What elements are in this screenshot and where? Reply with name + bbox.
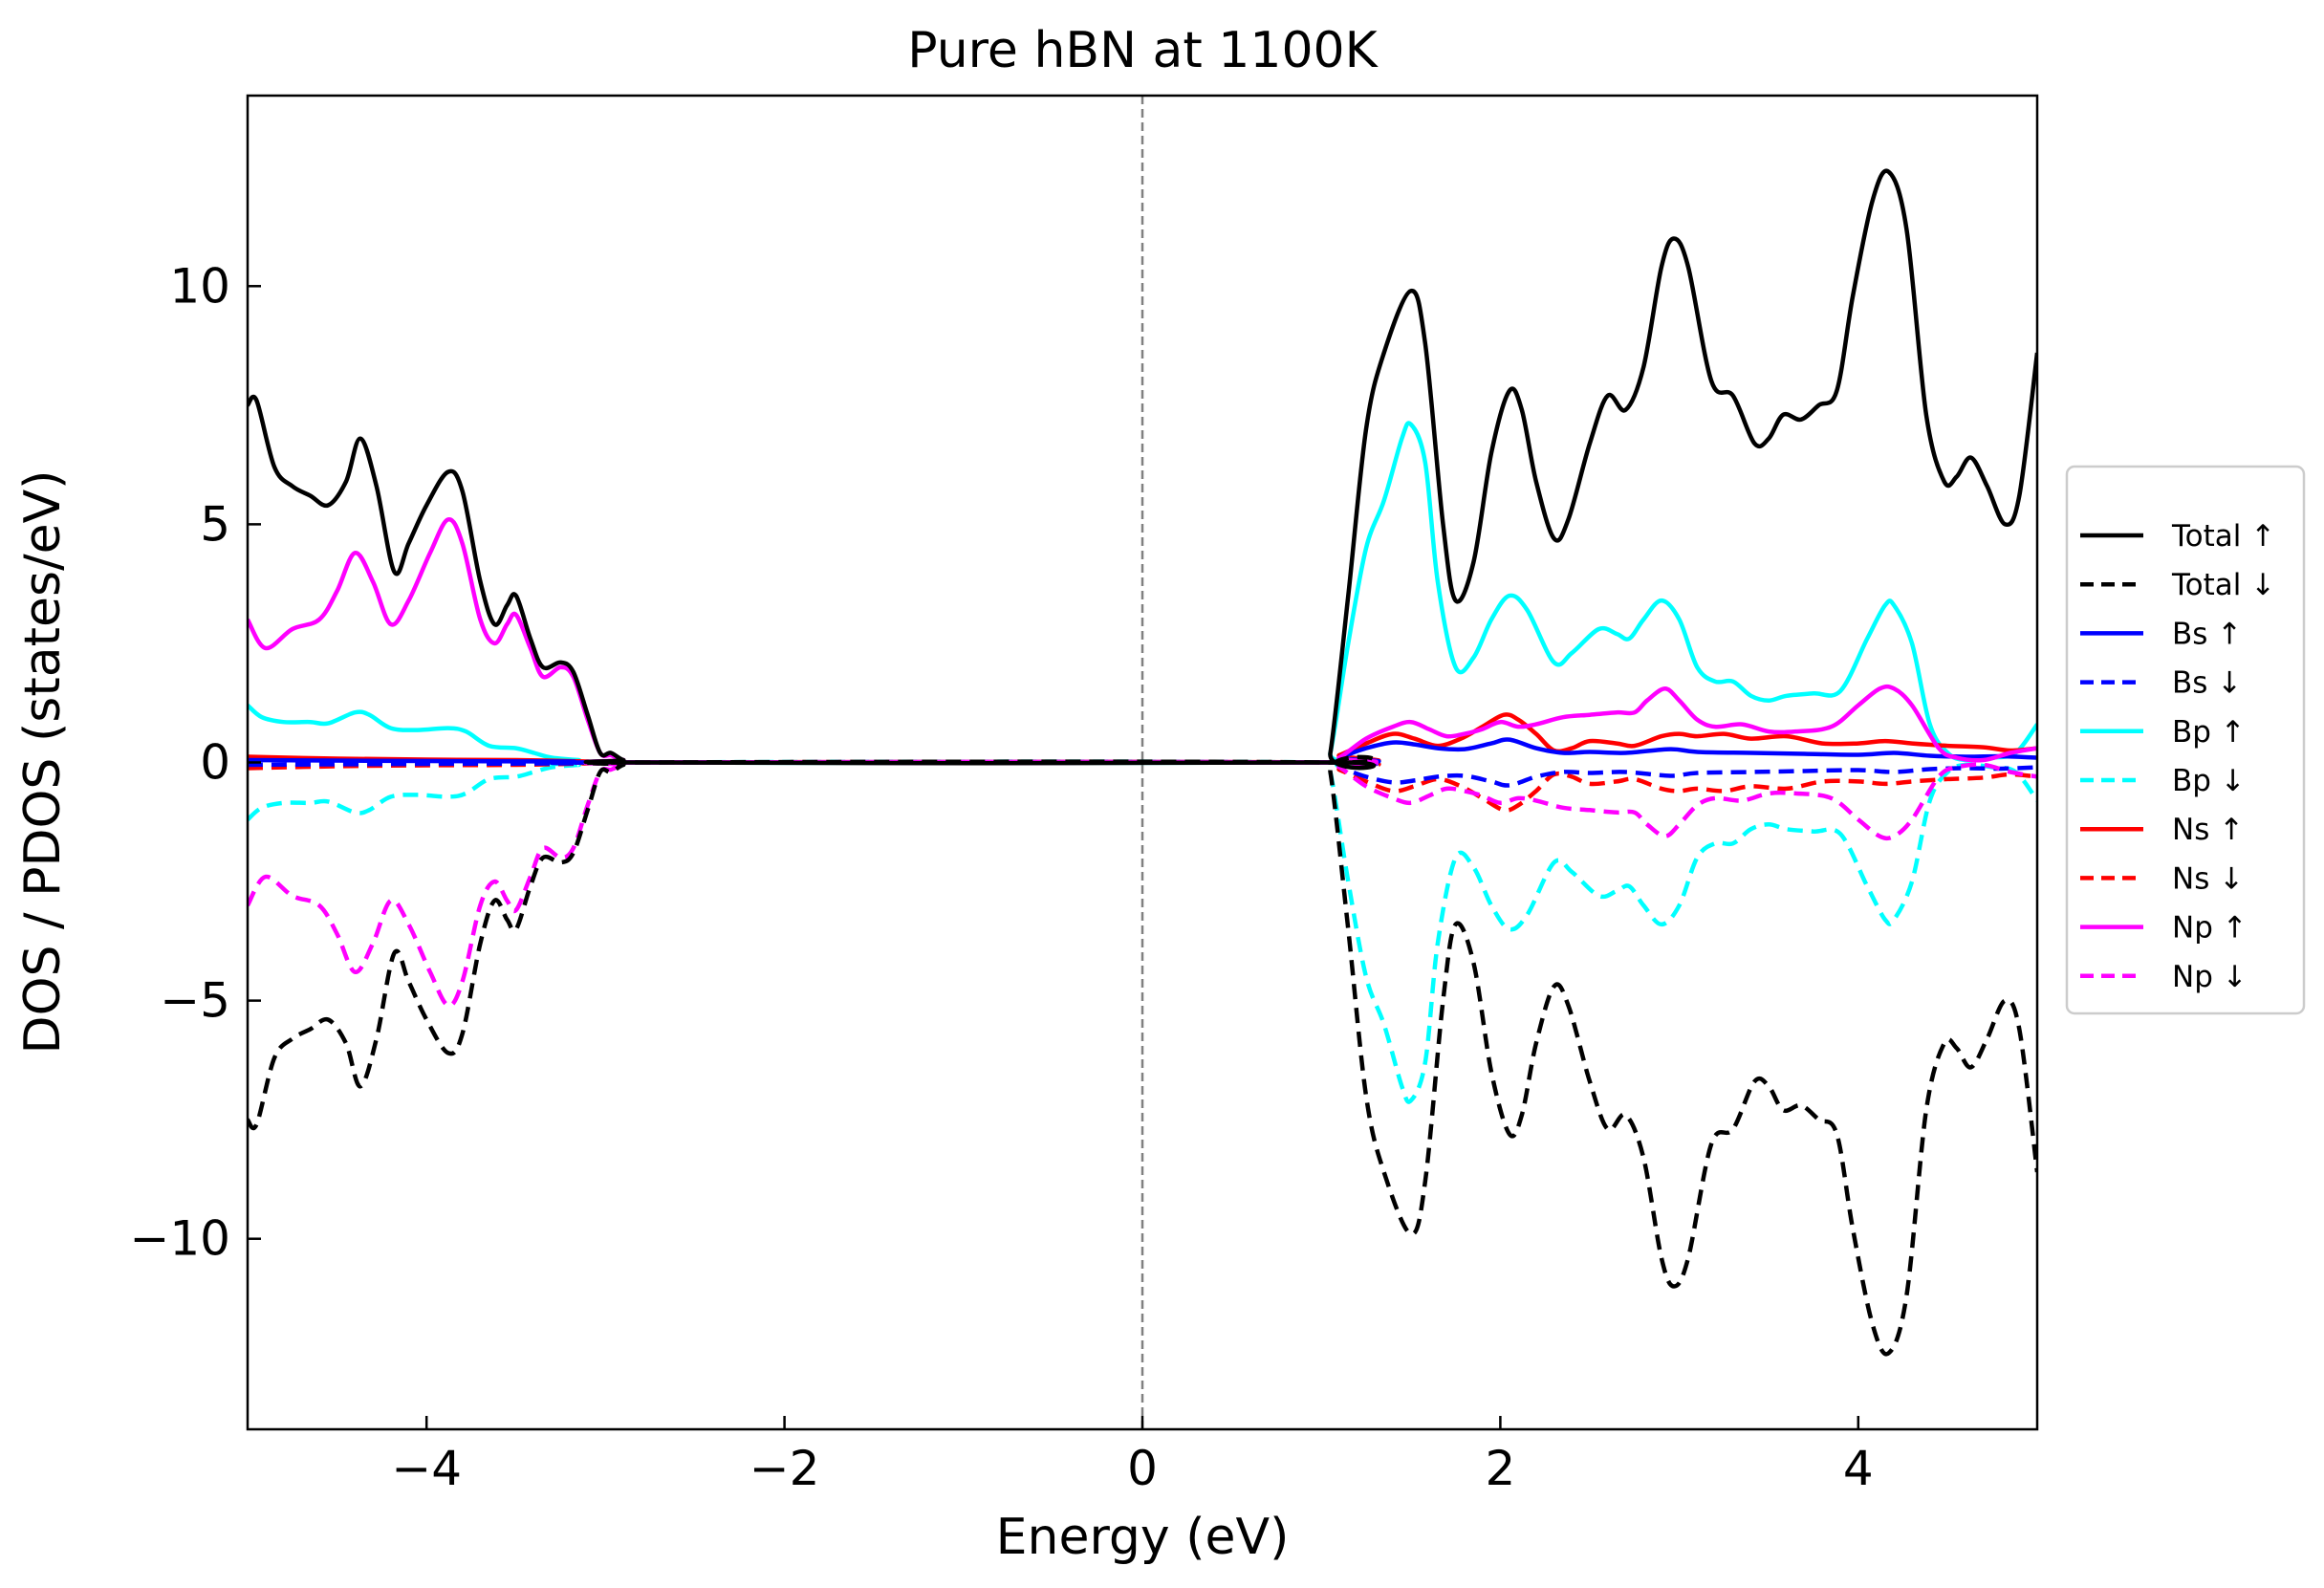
x-tick-label: −2 [749, 1441, 820, 1496]
legend-label-bs-down: Bs ↓ [2172, 666, 2242, 701]
chart-title: Pure hBN at 1100K [907, 22, 1379, 79]
y-axis-label: DOS / PDOS (states/eV) [14, 470, 72, 1055]
plot-frame [246, 94, 2039, 1431]
legend-label-np-up: Np ↑ [2172, 911, 2248, 946]
y-tick-label: −5 [160, 973, 230, 1029]
y-tick-label: −10 [129, 1211, 230, 1267]
x-axis-label: Energy (eV) [996, 1509, 1290, 1566]
legend-label-np-down: Np ↓ [2172, 960, 2248, 994]
legend-label-total-down: Total ↓ [2171, 568, 2275, 602]
legend-label-bp-up: Bp ↑ [2172, 715, 2246, 750]
series-layer [248, 168, 2037, 1357]
legend-label-bs-up: Bs ↑ [2172, 617, 2242, 651]
x-tick-label: −4 [391, 1441, 462, 1496]
x-tick-label: 0 [1127, 1441, 1158, 1496]
series-line-total-down [248, 754, 2037, 1357]
series-line-np-up [248, 517, 2037, 766]
legend-label-ns-down: Ns ↓ [2172, 861, 2244, 896]
x-tick-label: 4 [1843, 1441, 1874, 1496]
legend-label-bp-down: Bp ↓ [2172, 764, 2246, 798]
series-line-bp-up [248, 421, 2037, 767]
y-tick-label: 5 [200, 496, 230, 552]
y-tick-label: 10 [169, 258, 230, 314]
legend-label-ns-up: Ns ↑ [2172, 813, 2244, 847]
x-tick-label: 2 [1485, 1441, 1515, 1496]
y-tick-label: 0 [200, 735, 230, 791]
legend-label-total-up: Total ↑ [2171, 519, 2275, 554]
series-line-total-up [248, 168, 2037, 771]
legend: Total ↑ Total ↓ Bs ↑ Bs ↓ Bp ↑ Bp ↓ Ns ↑ Ns ↓ Np… [2065, 465, 2306, 1015]
series-line-bp-down [248, 758, 2037, 1104]
tick-layer: −4 −2 0 2 4 −10 −5 0 5 10 [129, 258, 1873, 1496]
